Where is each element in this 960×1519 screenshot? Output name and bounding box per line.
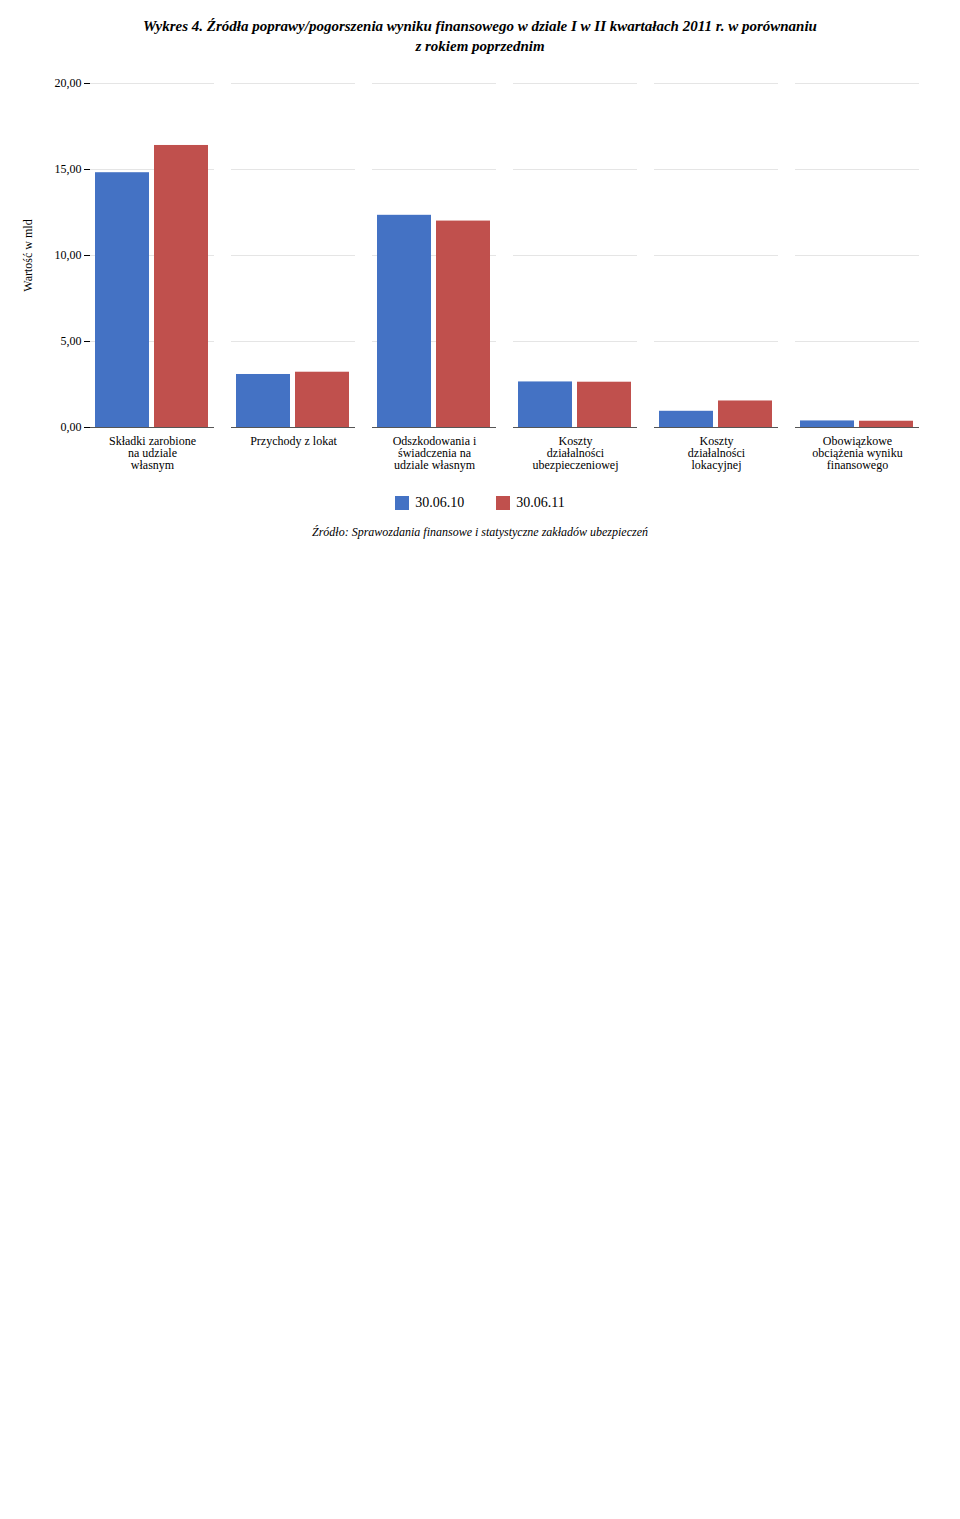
- svg-text:Przychody z lokat: Przychody z lokat: [250, 434, 337, 448]
- svg-text:15,00: 15,00: [55, 162, 82, 176]
- html-text:Źródło: Sprawozdania finansowe: Źródło: Sprawozdania finansowe i statyst…: [312, 524, 648, 539]
- svg-text:10,00: 10,00: [55, 248, 82, 262]
- svg-text:Odszkodowania iświadczenia nau: Odszkodowania iświadczenia naudziale wła…: [393, 434, 477, 472]
- svg-text:Obowiązkoweobciążenia wynikufi: Obowiązkoweobciążenia wynikufinansowego: [812, 434, 902, 472]
- svg-text:Kosztydziałalnościubezpieczeni: Kosztydziałalnościubezpieczeniowej: [533, 434, 619, 472]
- svg-text:Wartość w mld: Wartość w mld: [21, 219, 35, 291]
- html-text:30.06.11: 30.06.11: [516, 494, 565, 510]
- svg-text:Kosztydziałalnościlokacyjnej: Kosztydziałalnościlokacyjnej: [688, 434, 746, 472]
- svg-text:0,00: 0,00: [61, 420, 82, 434]
- html-text:z rokiem poprzednim: z rokiem poprzednim: [415, 38, 545, 55]
- html-text:Wykres 4. Źródła poprawy/pogor: Wykres 4. Źródła poprawy/pogorszenia wyn…: [143, 18, 817, 34]
- svg-text:20,00: 20,00: [55, 76, 82, 90]
- svg-text:Składki zarobionena udzialewła: Składki zarobionena udzialewłasnym: [109, 434, 196, 472]
- svg-text:5,00: 5,00: [61, 334, 82, 348]
- html-text:30.06.10: 30.06.10: [415, 494, 465, 510]
